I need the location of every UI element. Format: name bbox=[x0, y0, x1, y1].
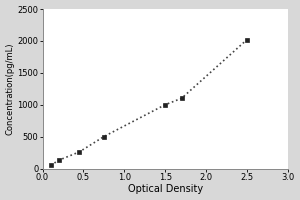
Y-axis label: Concentration(pg/mL): Concentration(pg/mL) bbox=[6, 43, 15, 135]
X-axis label: Optical Density: Optical Density bbox=[128, 184, 203, 194]
